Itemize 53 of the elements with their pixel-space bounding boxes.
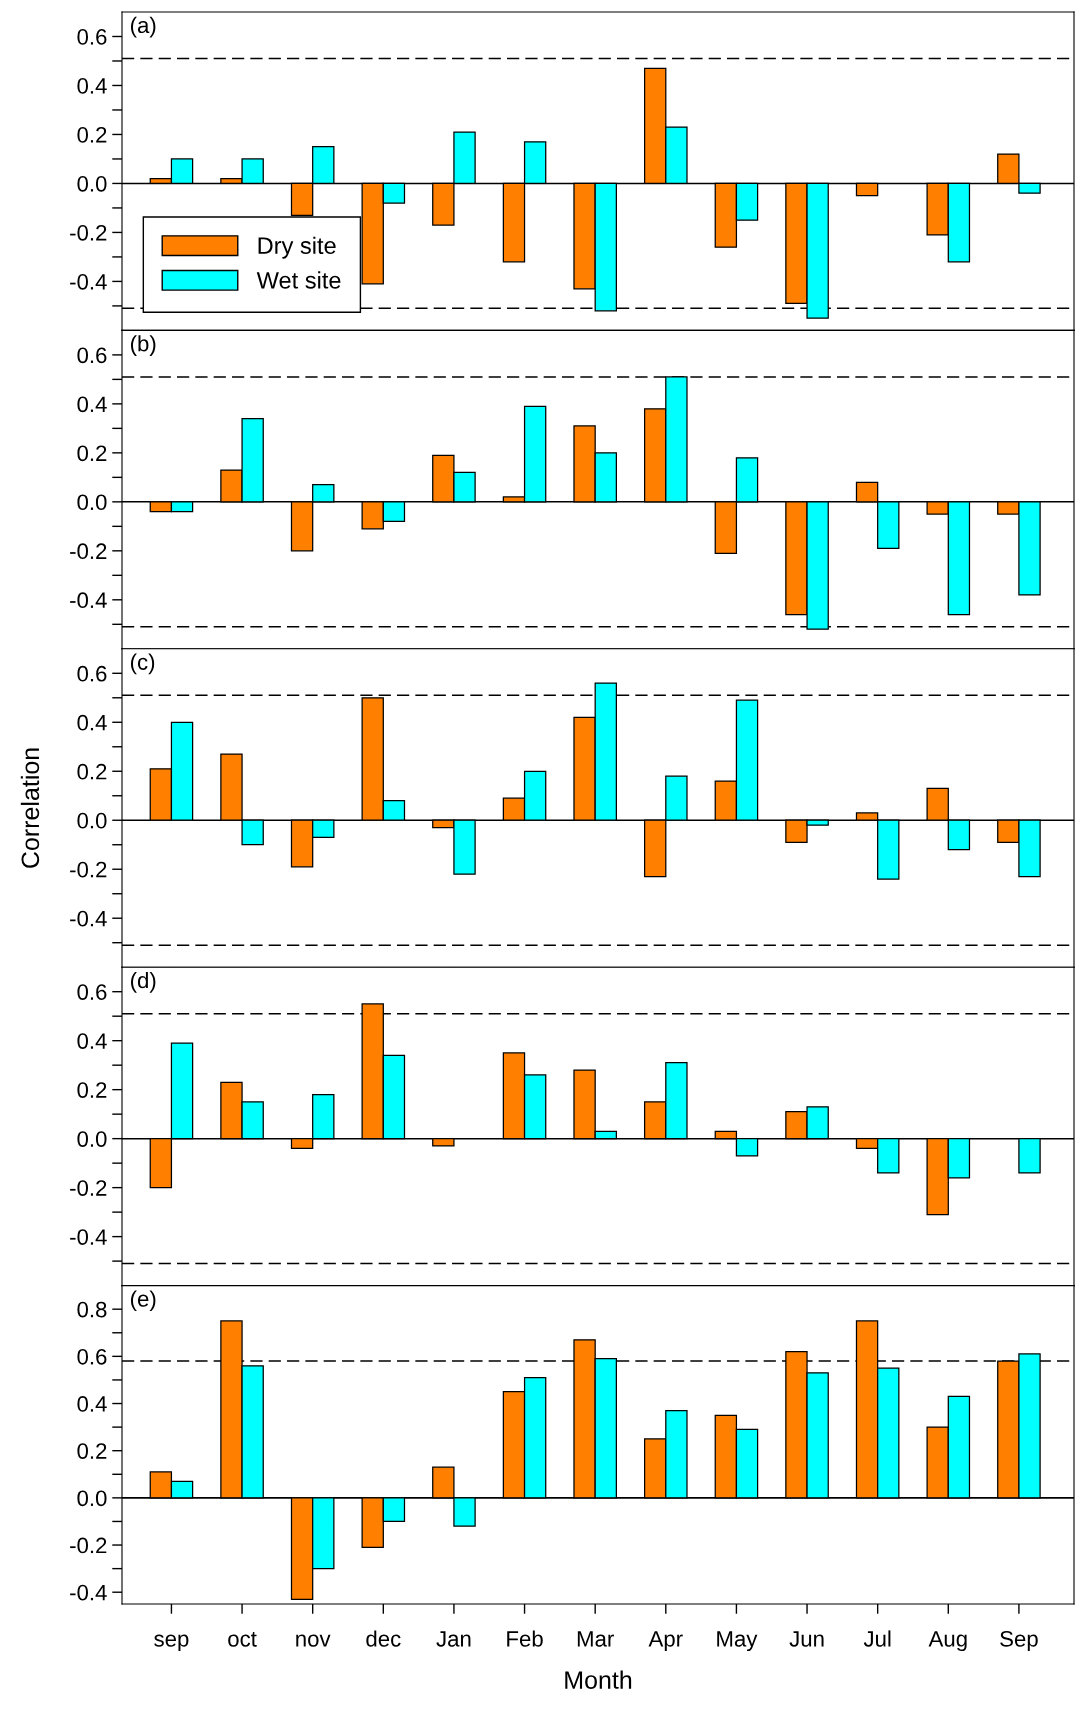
legend-label: Wet site [256,271,341,289]
y-tick-label: 0.6 [77,29,107,45]
y-tick-label: 0.6 [77,665,107,682]
x-tick-label: Jun [789,1631,824,1647]
y-tick-label: -0.4 [70,1584,107,1601]
legend-label: Dry site [258,236,336,259]
x-axis-title: Month [565,1670,632,1689]
y-tick-label: 0.0 [77,812,107,829]
y-tick-label: 0.2 [77,1082,107,1098]
y-tick-label: 0.8 [77,1301,107,1318]
x-tick-label: nov [296,1634,331,1647]
annotation: (a) [130,16,156,38]
y-tick-label: 0.0 [77,1131,107,1147]
y-tick-label: 0.4 [77,78,107,94]
y-tick-label: -0.2 [70,224,107,241]
y-tick-label: 0.6 [77,984,107,1000]
y-tick-label: -0.2 [70,1180,107,1196]
x-tick-label: Mar [577,1631,614,1647]
y-tick-label: -0.4 [70,1229,107,1245]
y-tick-label: -0.4 [70,273,107,290]
y-tick-label: 0.0 [77,494,107,511]
y-tick-label: 0.2 [77,445,107,462]
y-tick-label: 0.2 [77,127,107,143]
x-tick-label: dec [366,1630,401,1647]
y-tick-label: -0.4 [70,910,107,927]
x-tick-label: May [717,1631,758,1652]
x-tick-label: Aug [928,1631,967,1652]
y-tick-label: -0.2 [70,543,107,560]
x-tick-label: Jul [863,1630,891,1647]
y-tick-label: 0.6 [77,1348,107,1365]
x-tick-label: Sep [1000,1630,1038,1652]
annotation: (b) [130,335,156,356]
y-tick-label: 0.0 [77,1490,107,1507]
x-tick-label: Jan [436,1631,471,1647]
y-tick-label: -0.2 [70,1537,107,1554]
x-tick-label: sep [154,1634,189,1652]
annotation: (c) [130,653,155,675]
y-tick-label: 0.0 [77,175,107,192]
y-tick-label: 0.4 [77,1396,107,1412]
y-axis-title: Correlation [20,748,40,868]
y-tick-label: 0.4 [77,396,107,413]
x-tick-label: Feb [507,1630,543,1647]
x-tick-label: oct [228,1632,257,1647]
x-tick-label: Apr [648,1631,683,1652]
y-tick-label: -0.2 [70,861,107,878]
annotation: (d) [130,971,156,993]
annotation: (e) [130,1290,156,1312]
y-tick-label: 0.4 [77,1033,107,1049]
y-tick-label: 0.4 [77,714,107,731]
y-tick-label: 0.6 [77,347,107,364]
y-tick-label: -0.4 [70,592,107,609]
y-tick-label: 0.2 [77,1443,107,1459]
y-tick-label: 0.2 [77,763,107,780]
